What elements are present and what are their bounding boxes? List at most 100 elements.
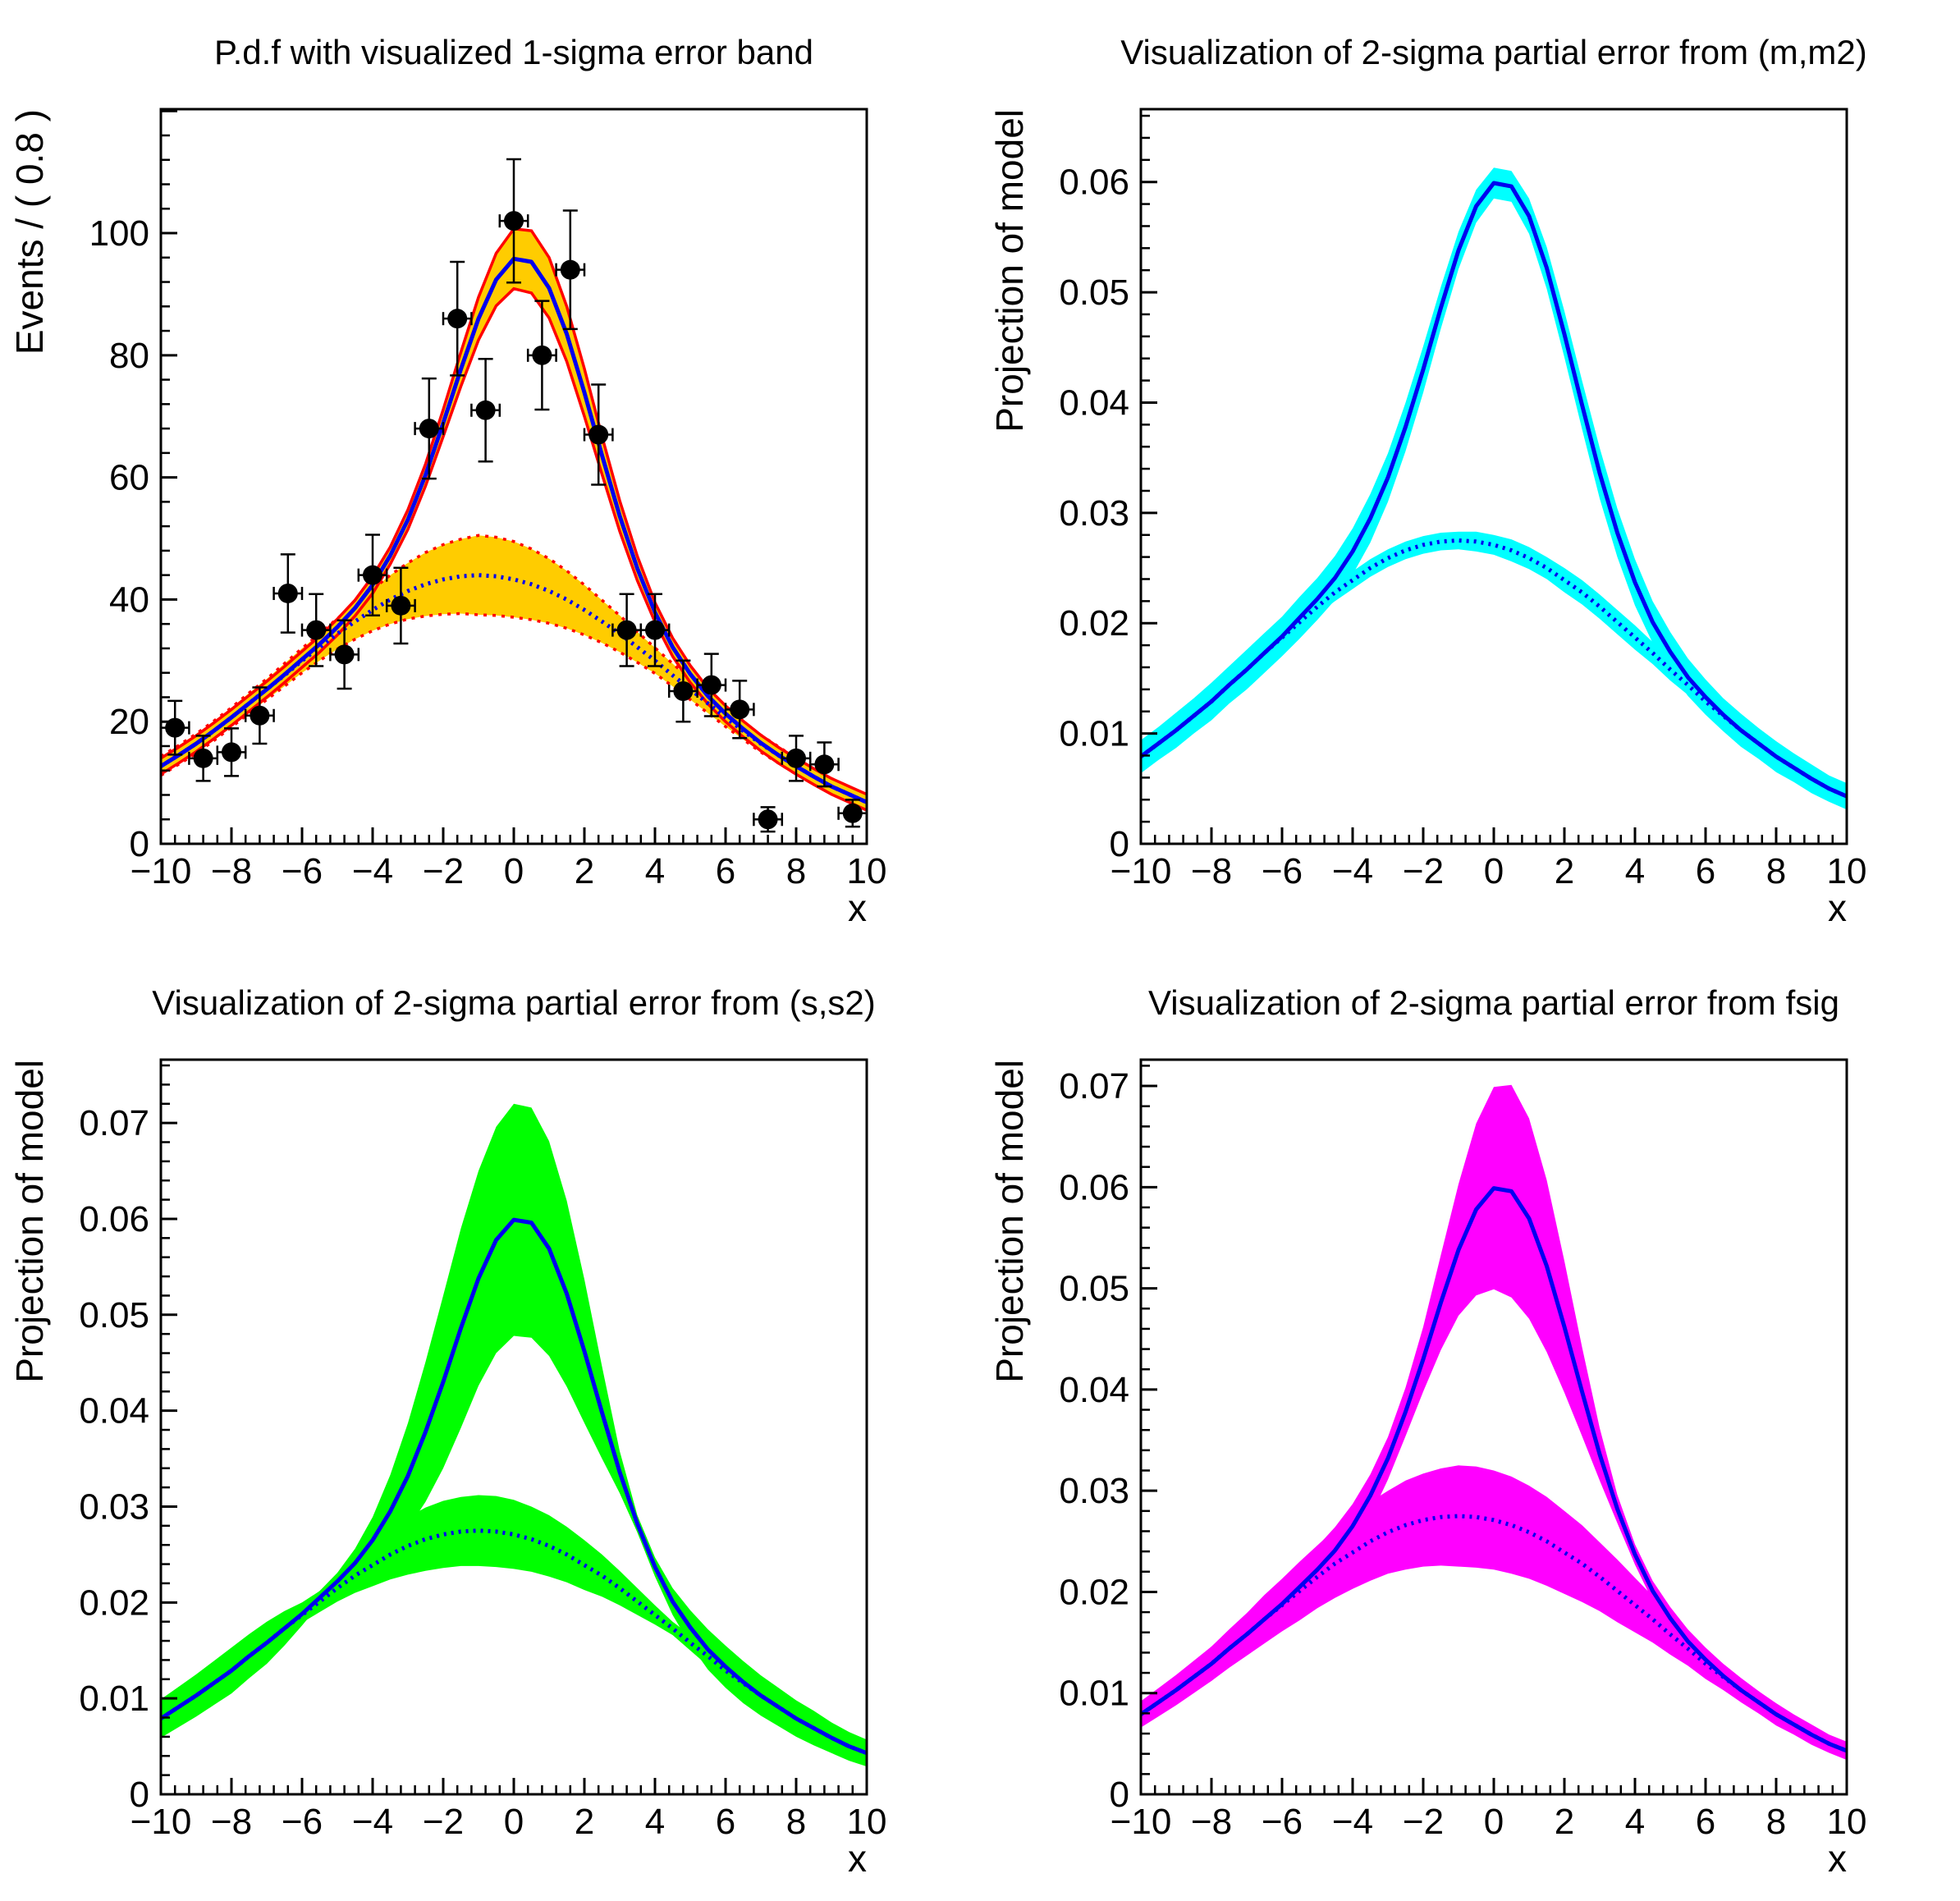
x-tick-label: −8 bbox=[211, 1802, 252, 1842]
x-tick-label: 2 bbox=[1555, 851, 1574, 891]
data-point-marker bbox=[758, 809, 778, 830]
y-tick-label: 0 bbox=[130, 1775, 149, 1815]
y-tick-label: 0.04 bbox=[1059, 1370, 1129, 1410]
y-tick-label: 0.05 bbox=[1059, 273, 1129, 313]
y-tick-label: 0 bbox=[1110, 824, 1129, 864]
background-2sigma-band bbox=[1141, 1465, 1847, 1758]
x-tick-label: −6 bbox=[282, 1802, 323, 1842]
x-axis-title: x bbox=[1828, 886, 1847, 929]
y-tick-label: 0.07 bbox=[79, 1103, 149, 1143]
background-2sigma-band bbox=[161, 1495, 867, 1764]
y-axis-title: Projection of model bbox=[988, 1060, 1031, 1383]
y-tick-label: 0.02 bbox=[1059, 603, 1129, 644]
data-point-marker bbox=[193, 748, 213, 768]
x-tick-label: 8 bbox=[1766, 851, 1786, 891]
x-tick-label: 0 bbox=[1484, 851, 1504, 891]
x-tick-label: 10 bbox=[847, 851, 887, 891]
x-tick-label: −6 bbox=[1262, 851, 1303, 891]
x-tick-label: −10 bbox=[131, 1802, 192, 1842]
y-tick-label: 0.04 bbox=[1059, 382, 1129, 423]
x-tick-label: 0 bbox=[504, 1802, 524, 1842]
x-tick-label: 10 bbox=[847, 1802, 887, 1842]
y-tick-label: 0.06 bbox=[79, 1199, 149, 1239]
x-tick-label: −2 bbox=[423, 851, 464, 891]
pad-partial-error-s-s2: −10 −8 −6 −4 −2 0 2 4 6 8 10 0 0.01 0.02 0.03 0.04 0.05 0… bbox=[0, 950, 980, 1901]
x-tick-label: −8 bbox=[211, 851, 252, 891]
chart-title: Visualization of 2-sigma partial error f… bbox=[1120, 33, 1867, 71]
total-2sigma-band bbox=[1141, 167, 1847, 810]
chart-svg-s-s2: −10 −8 −6 −4 −2 0 2 4 6 8 10 0 0.01 0.02 0.03 0.04 0.05 0… bbox=[8, 983, 887, 1880]
background-1sigma-band bbox=[161, 535, 867, 808]
x-tick-label: 6 bbox=[1696, 1802, 1715, 1842]
chart-svg-fsig: −10 −8 −6 −4 −2 0 2 4 6 8 10 0 0.01 0.02 0.03 0.04 0.05 0… bbox=[988, 983, 1866, 1880]
plot-area-m-m2: −10 −8 −6 −4 −2 0 2 4 6 8 10 0 0.01 0.02 0.03 0.04 0.05 0… bbox=[1059, 108, 1866, 891]
x-tick-label: −10 bbox=[131, 851, 192, 891]
data-point-marker bbox=[730, 699, 750, 720]
data-point-marker bbox=[645, 620, 665, 640]
chart-title: Visualization of 2-sigma partial error f… bbox=[1148, 983, 1839, 1022]
y-tick-label: 0.01 bbox=[1059, 714, 1129, 754]
data-point-marker bbox=[363, 565, 382, 585]
x-tick-label: 6 bbox=[1696, 851, 1715, 891]
x-tick-label: −10 bbox=[1111, 1802, 1172, 1842]
y-tick-label: 0.02 bbox=[79, 1583, 149, 1623]
background-1sigma-band-edge bbox=[160, 612, 868, 809]
chart-title: P.d.f with visualized 1-sigma error band bbox=[214, 33, 813, 71]
plot-area-fsig: −10 −8 −6 −4 −2 0 2 4 6 8 10 0 0.01 0.02 0.03 0.04 0.05 0… bbox=[1059, 1058, 1866, 1842]
x-tick-label: 4 bbox=[645, 1802, 665, 1842]
data-point-marker bbox=[475, 400, 496, 420]
x-tick-label: −2 bbox=[1403, 851, 1444, 891]
x-tick-label: −4 bbox=[352, 1802, 393, 1842]
y-axis-title: Events / ( 0.8 ) bbox=[8, 109, 51, 355]
y-tick-label: 60 bbox=[109, 458, 149, 498]
x-tick-label: 0 bbox=[1484, 1802, 1504, 1842]
y-tick-label: 0.03 bbox=[79, 1486, 149, 1527]
y-tick-label: 0.06 bbox=[1059, 163, 1129, 203]
x-tick-label: 6 bbox=[716, 1802, 735, 1842]
x-tick-label: 8 bbox=[786, 851, 806, 891]
y-tick-label: 0.05 bbox=[1059, 1269, 1129, 1309]
total-2sigma-band bbox=[1141, 1084, 1847, 1761]
pad-partial-error-m-m2: −10 −8 −6 −4 −2 0 2 4 6 8 10 0 0.01 0.02 0.03 0.04 0.05 0… bbox=[980, 0, 1960, 950]
data-point-marker bbox=[306, 620, 327, 640]
chart-svg-m-m2: −10 −8 −6 −4 −2 0 2 4 6 8 10 0 0.01 0.02 0.03 0.04 0.05 0… bbox=[988, 33, 1867, 929]
y-tick-label: 80 bbox=[109, 336, 149, 376]
x-tick-label: 2 bbox=[575, 1802, 594, 1842]
x-tick-label: −2 bbox=[423, 1802, 464, 1842]
x-tick-label: 4 bbox=[1625, 851, 1645, 891]
y-tick-label: 0.01 bbox=[1059, 1674, 1129, 1714]
x-axis-title: x bbox=[1828, 1837, 1847, 1880]
plot-area-s-s2: −10 −8 −6 −4 −2 0 2 4 6 8 10 0 0.01 0.02 0.03 0.04 0.05 0… bbox=[79, 1058, 887, 1842]
data-point-marker bbox=[814, 754, 835, 775]
x-tick-label: 0 bbox=[504, 851, 524, 891]
x-axis-title: x bbox=[848, 886, 867, 929]
x-tick-label: −8 bbox=[1191, 1802, 1232, 1842]
data-point-marker bbox=[588, 424, 609, 445]
x-tick-label: 2 bbox=[1555, 1802, 1574, 1842]
x-tick-label: −6 bbox=[1262, 1802, 1303, 1842]
y-tick-label: 0 bbox=[1110, 1775, 1129, 1815]
data-point-marker bbox=[701, 675, 721, 695]
total-model-curve bbox=[1139, 1186, 1848, 1753]
y-tick-label: 40 bbox=[109, 579, 149, 620]
x-tick-label: −6 bbox=[282, 851, 323, 891]
data-point-marker bbox=[447, 309, 468, 329]
background-1sigma-band-edge bbox=[160, 534, 868, 797]
data-point-marker bbox=[391, 595, 411, 616]
x-tick-label: −8 bbox=[1191, 851, 1232, 891]
data-point-marker bbox=[532, 345, 552, 365]
y-tick-label: 0.06 bbox=[1059, 1167, 1129, 1207]
x-tick-label: 2 bbox=[575, 851, 594, 891]
y-tick-label: 0 bbox=[130, 824, 149, 864]
y-tick-label: 0.07 bbox=[1059, 1066, 1129, 1106]
total-2sigma-band bbox=[161, 1103, 867, 1767]
chart-title: Visualization of 2-sigma partial error f… bbox=[152, 983, 876, 1022]
y-axis-title: Projection of model bbox=[988, 109, 1031, 433]
data-point-marker bbox=[616, 620, 637, 640]
data-point-marker bbox=[842, 803, 863, 823]
x-axis-title: x bbox=[848, 1837, 867, 1880]
total-model-curve bbox=[159, 1217, 868, 1756]
y-tick-label: 100 bbox=[89, 213, 149, 254]
data-point-marker bbox=[334, 644, 355, 665]
